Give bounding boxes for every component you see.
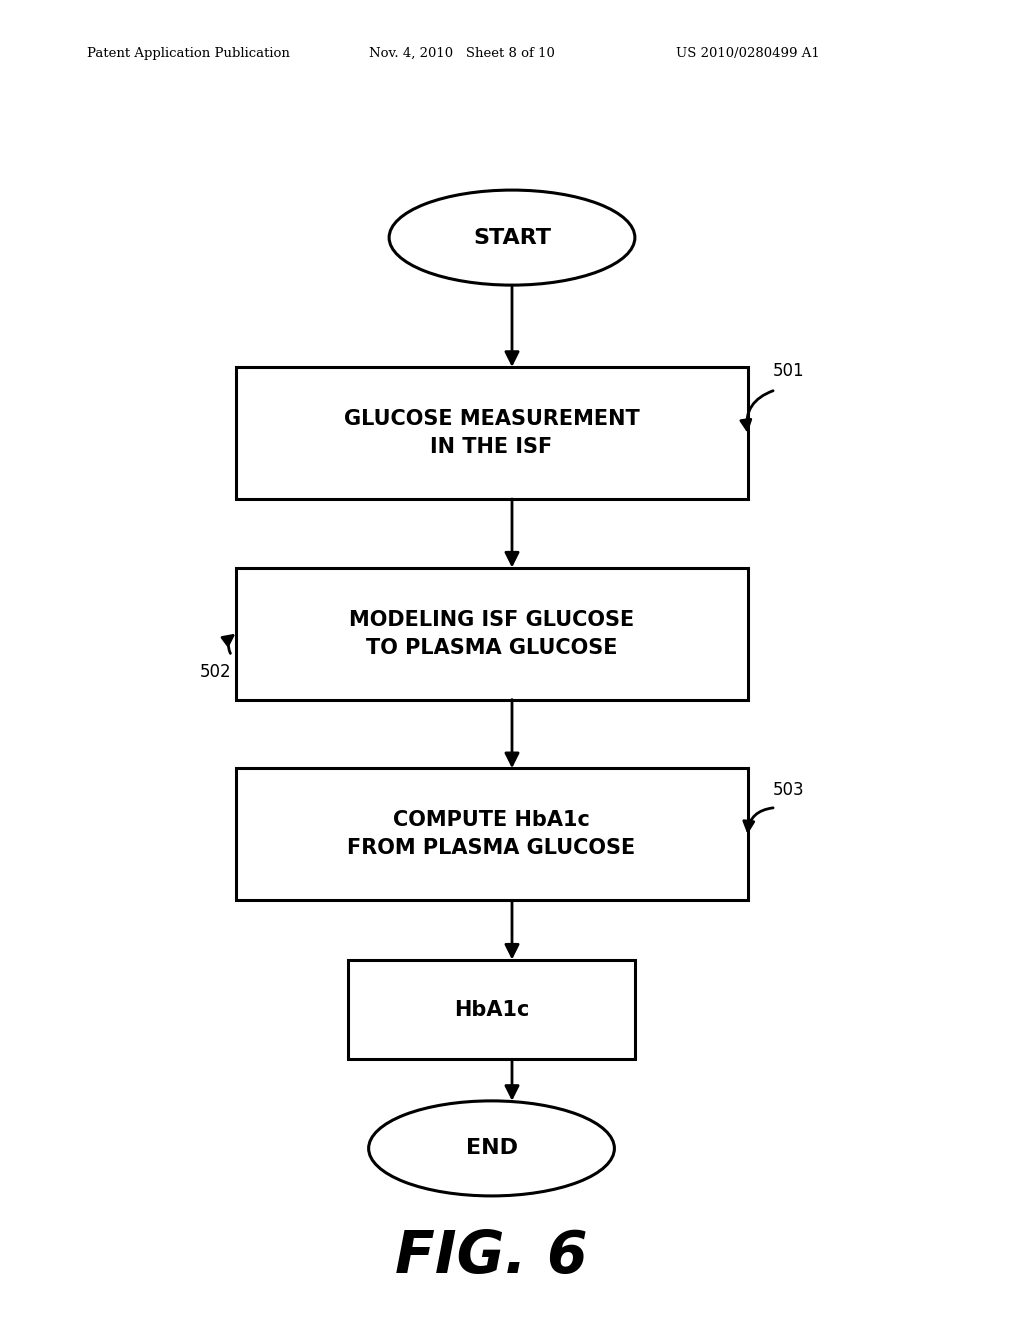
- Text: COMPUTE HbA1c
FROM PLASMA GLUCOSE: COMPUTE HbA1c FROM PLASMA GLUCOSE: [347, 810, 636, 858]
- Text: START: START: [473, 227, 551, 248]
- Ellipse shape: [369, 1101, 614, 1196]
- FancyBboxPatch shape: [348, 961, 635, 1059]
- Text: 501: 501: [773, 362, 805, 380]
- Text: 502: 502: [200, 663, 231, 681]
- FancyBboxPatch shape: [236, 367, 748, 499]
- Text: GLUCOSE MEASUREMENT
IN THE ISF: GLUCOSE MEASUREMENT IN THE ISF: [344, 409, 639, 457]
- Text: US 2010/0280499 A1: US 2010/0280499 A1: [676, 46, 819, 59]
- Text: MODELING ISF GLUCOSE
TO PLASMA GLUCOSE: MODELING ISF GLUCOSE TO PLASMA GLUCOSE: [349, 610, 634, 657]
- Text: FIG. 6: FIG. 6: [395, 1228, 588, 1286]
- Text: 503: 503: [773, 780, 805, 799]
- FancyBboxPatch shape: [236, 568, 748, 700]
- Text: HbA1c: HbA1c: [454, 999, 529, 1020]
- Text: Patent Application Publication: Patent Application Publication: [87, 46, 290, 59]
- Text: Nov. 4, 2010   Sheet 8 of 10: Nov. 4, 2010 Sheet 8 of 10: [369, 46, 555, 59]
- Text: END: END: [466, 1138, 517, 1159]
- Ellipse shape: [389, 190, 635, 285]
- FancyBboxPatch shape: [236, 768, 748, 900]
